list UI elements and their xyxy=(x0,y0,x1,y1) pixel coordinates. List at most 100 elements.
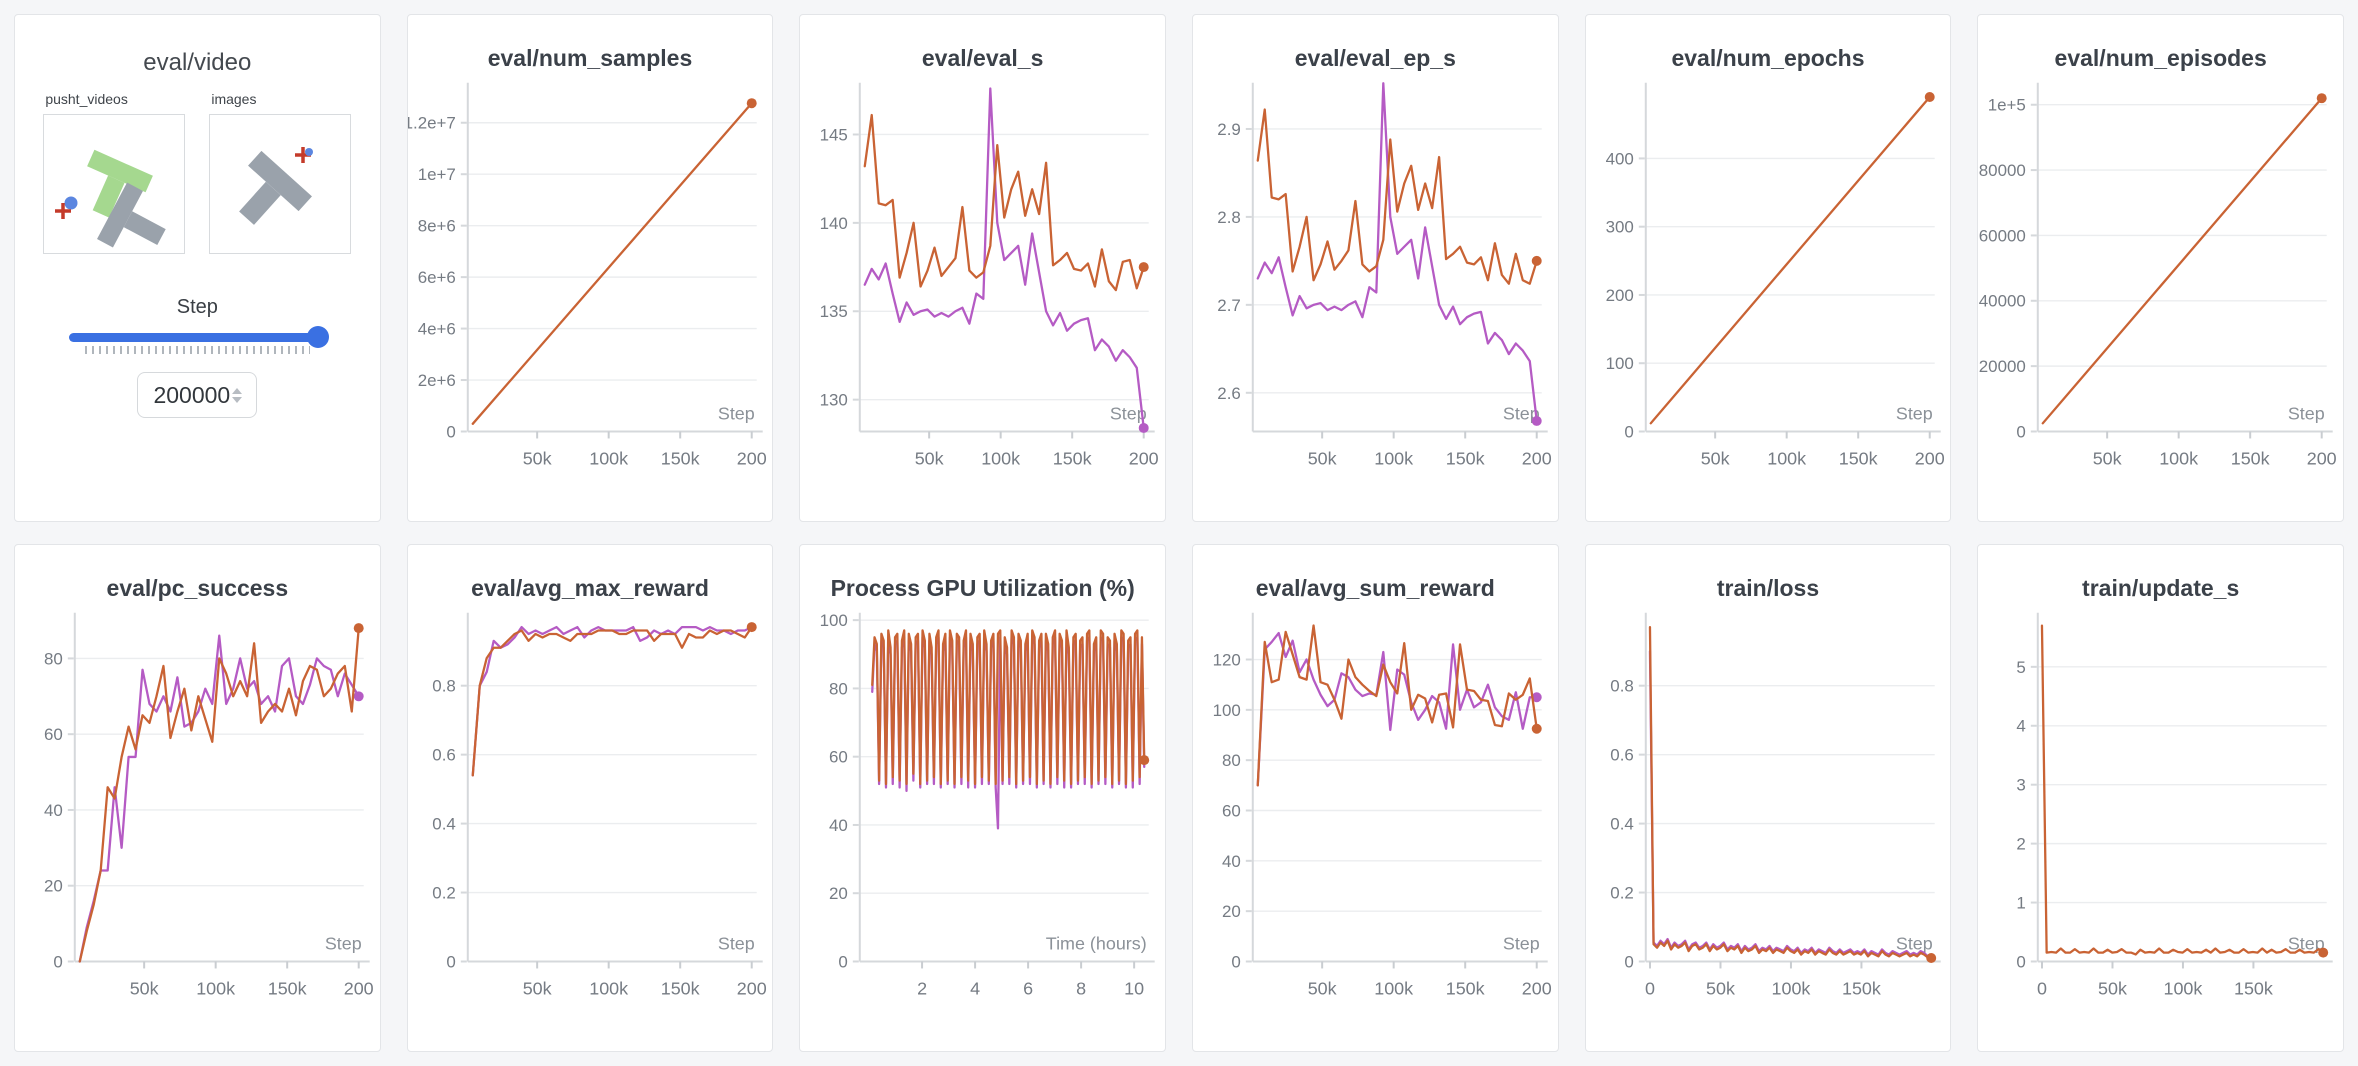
images-thumbnail[interactable] xyxy=(209,114,352,254)
svg-text:0: 0 xyxy=(1624,952,1633,971)
svg-text:Step: Step xyxy=(1896,934,1933,954)
svg-text:0: 0 xyxy=(446,952,455,971)
svg-text:200: 200 xyxy=(736,978,766,998)
svg-text:6: 6 xyxy=(1023,978,1033,998)
gray-t-shape xyxy=(97,182,167,248)
chart-title: eval/num_epochs xyxy=(1671,45,1865,71)
svg-text:2.9: 2.9 xyxy=(1217,120,1241,139)
svg-text:400: 400 xyxy=(1605,149,1633,168)
svg-text:150k: 150k xyxy=(1446,448,1485,468)
svg-text:Step: Step xyxy=(2288,404,2325,424)
svg-text:50k: 50k xyxy=(1308,448,1337,468)
svg-text:4e+6: 4e+6 xyxy=(417,320,455,339)
svg-text:0: 0 xyxy=(2017,952,2026,971)
chart-canvas[interactable]: 0 20 40 60 80 100 120 50k 100k 150k 200 Step xyxy=(1193,608,1558,1032)
svg-text:50k: 50k xyxy=(2098,978,2127,998)
svg-text:0: 0 xyxy=(1231,952,1240,971)
svg-text:5: 5 xyxy=(2017,658,2026,677)
svg-text:Step: Step xyxy=(325,934,362,954)
svg-text:130: 130 xyxy=(820,391,848,410)
svg-text:2: 2 xyxy=(2017,835,2026,854)
svg-text:6e+6: 6e+6 xyxy=(417,268,455,287)
panel-eval-num-episodes: eval/num_episodes 0 20000 40000 60000 80000 1… xyxy=(1977,14,2344,522)
svg-text:140: 140 xyxy=(820,214,848,233)
svg-text:1.2e+7: 1.2e+7 xyxy=(408,114,456,133)
agent-dot xyxy=(305,148,314,156)
svg-text:0: 0 xyxy=(446,422,455,441)
svg-text:0: 0 xyxy=(2017,422,2026,441)
pusht-scene-image xyxy=(239,147,314,225)
svg-text:150k: 150k xyxy=(1838,448,1877,468)
svg-text:100k: 100k xyxy=(1374,978,1413,998)
svg-text:0: 0 xyxy=(839,952,848,971)
svg-text:100k: 100k xyxy=(196,978,235,998)
step-slider-thumb[interactable] xyxy=(307,326,330,348)
svg-text:60000: 60000 xyxy=(1979,226,2026,245)
chart-canvas[interactable]: 130 135 140 145 50k 100k 150k 200 Step xyxy=(800,78,1165,502)
step-slider-label: Step xyxy=(176,296,218,318)
panel-eval-num-samples: eval/num_samples 0 2e+6 4e+6 6e+6 8e+6 1e+7 1.… xyxy=(406,14,774,522)
svg-text:20: 20 xyxy=(1222,902,1241,921)
chart-canvas[interactable]: 0 20 40 60 80 50k 100k 150k 200 Step xyxy=(15,608,380,1032)
spinner-down-icon[interactable] xyxy=(231,396,242,403)
svg-text:Step: Step xyxy=(718,934,755,954)
chart-canvas[interactable]: 0 100 200 300 400 50k 100k 150k 200 Step xyxy=(1586,78,1951,502)
svg-text:1e+5: 1e+5 xyxy=(1988,96,2026,115)
step-slider[interactable] xyxy=(69,326,330,348)
svg-text:2.8: 2.8 xyxy=(1217,208,1241,227)
svg-text:0.6: 0.6 xyxy=(1610,746,1634,765)
svg-text:40: 40 xyxy=(1222,852,1241,871)
chart-canvas[interactable]: 0 1 2 3 4 5 0 50k 100k 150k Step xyxy=(1978,608,2343,1032)
svg-text:1e+7: 1e+7 xyxy=(417,165,455,184)
svg-text:200: 200 xyxy=(344,978,374,998)
green-target-t-shape xyxy=(87,149,154,218)
svg-text:40: 40 xyxy=(44,801,63,820)
svg-text:40: 40 xyxy=(829,816,848,835)
svg-text:150k: 150k xyxy=(1842,978,1881,998)
media-item: pusht_videos xyxy=(43,91,186,254)
chart-canvas[interactable]: 0 20000 40000 60000 80000 1e+5 50k 100k 150k 200 S… xyxy=(1978,78,2343,502)
chart-title: train/loss xyxy=(1716,575,1820,601)
chart-title: eval/eval_ep_s xyxy=(1294,45,1456,71)
svg-text:150k: 150k xyxy=(268,978,307,998)
svg-text:Step: Step xyxy=(1503,404,1540,424)
chart-canvas[interactable]: 0 2e+6 4e+6 6e+6 8e+6 1e+7 1.2e+7 50k 100k 150k 20… xyxy=(408,78,773,502)
svg-text:20: 20 xyxy=(829,884,848,903)
svg-text:100: 100 xyxy=(820,611,848,630)
svg-text:40000: 40000 xyxy=(1979,292,2026,311)
svg-text:0.4: 0.4 xyxy=(432,815,456,834)
panel-eval-video: eval/video pusht_videos xyxy=(14,14,381,522)
svg-text:Step: Step xyxy=(1896,404,1933,424)
svg-text:4: 4 xyxy=(2017,717,2026,736)
svg-text:100k: 100k xyxy=(1767,448,1806,468)
chart-canvas[interactable]: 0 0.2 0.4 0.6 0.8 0 50k 100k 150k Step xyxy=(1586,608,1951,1032)
svg-text:300: 300 xyxy=(1605,218,1633,237)
svg-text:60: 60 xyxy=(829,748,848,767)
panel-eval-eval-ep-s: eval/eval_ep_s 2.6 2.7 2.8 2.9 50k 100k 150k 20… xyxy=(1191,14,1559,522)
chart-canvas[interactable]: 2.6 2.7 2.8 2.9 50k 100k 150k 200 Step xyxy=(1193,78,1558,502)
step-input[interactable] xyxy=(152,381,231,409)
svg-text:100: 100 xyxy=(1213,701,1241,720)
chart-canvas[interactable]: 0 20 40 60 80 100 2 4 6 8 10 Time (hours) xyxy=(800,608,1165,1032)
pusht-video-thumbnail[interactable] xyxy=(43,114,186,254)
svg-text:Step: Step xyxy=(718,404,755,424)
svg-text:10: 10 xyxy=(1124,978,1144,998)
svg-text:0.6: 0.6 xyxy=(432,746,456,765)
spinner-up-icon[interactable] xyxy=(231,387,242,394)
chart-canvas[interactable]: 0 0.2 0.4 0.6 0.8 50k 100k 150k 200 Step xyxy=(408,608,773,1032)
panel-eval-avg-max-reward: eval/avg_max_reward 0 0.2 0.4 0.6 0.8 50k 100k… xyxy=(406,544,774,1052)
svg-text:100k: 100k xyxy=(589,448,628,468)
pusht-scene-image xyxy=(55,149,167,248)
step-input-spinner[interactable] xyxy=(231,387,242,403)
svg-text:0.2: 0.2 xyxy=(432,884,456,903)
svg-text:60: 60 xyxy=(44,725,63,744)
svg-text:50k: 50k xyxy=(522,978,551,998)
step-input-box[interactable] xyxy=(137,372,258,418)
svg-text:50k: 50k xyxy=(522,448,551,468)
step-slider-ticks xyxy=(84,346,310,354)
svg-text:80: 80 xyxy=(1222,751,1241,770)
panel-gpu-utilization: Process GPU Utilization (%) 0 20 40 60 80 100… xyxy=(799,544,1166,1052)
svg-text:100k: 100k xyxy=(2164,978,2203,998)
svg-text:20: 20 xyxy=(44,877,63,896)
svg-text:200: 200 xyxy=(1522,448,1552,468)
